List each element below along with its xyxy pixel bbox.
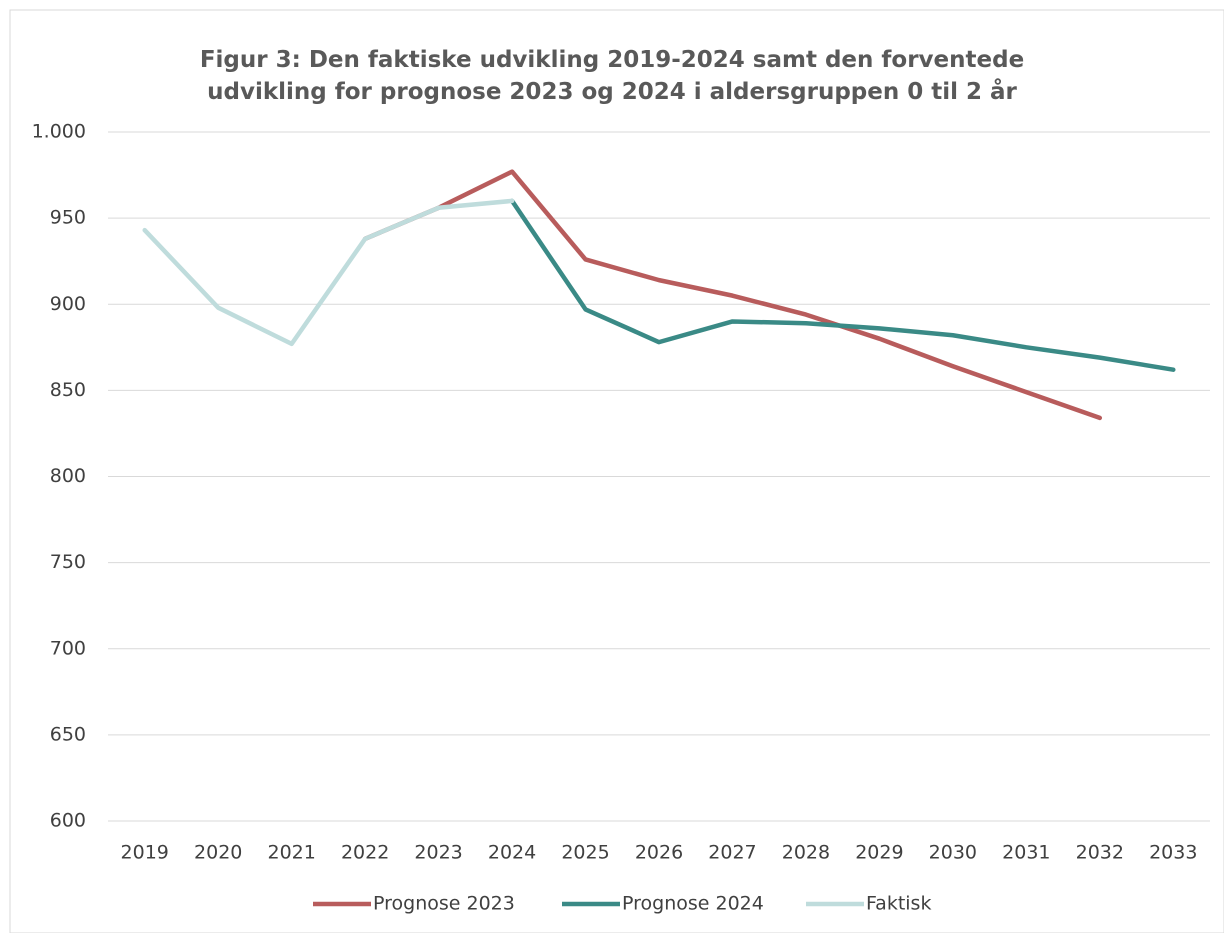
x-tick-label: 2033 <box>1149 842 1197 864</box>
legend-label: Prognose 2023 <box>373 893 515 915</box>
x-tick-label: 2025 <box>561 842 609 864</box>
x-tick-label: 2023 <box>414 842 462 864</box>
x-tick-label: 2021 <box>267 842 315 864</box>
x-tick-label: 2030 <box>929 842 977 864</box>
series-line <box>509 198 1176 372</box>
y-tick-label: 800 <box>50 465 86 487</box>
legend-label: Faktisk <box>866 893 931 915</box>
x-tick-label: 2026 <box>635 842 683 864</box>
x-tick-label: 2024 <box>488 842 536 864</box>
y-tick-label: 950 <box>50 207 86 229</box>
x-tick-label: 2027 <box>708 842 756 864</box>
y-tick-label: 650 <box>50 723 86 745</box>
x-tick-label: 2020 <box>194 842 242 864</box>
x-tick-label: 2032 <box>1076 842 1124 864</box>
x-tick-label: 2028 <box>782 842 830 864</box>
series-line <box>362 169 1103 421</box>
y-tick-label: 850 <box>50 379 86 401</box>
y-tick-label: 900 <box>50 293 86 315</box>
series-line <box>142 198 515 347</box>
x-tick-label: 2022 <box>341 842 389 864</box>
y-tick-label: 700 <box>50 637 86 659</box>
legend-label: Prognose 2024 <box>622 893 764 915</box>
title-line: udvikling for prognose 2023 og 2024 i al… <box>207 78 1017 105</box>
title-line: Figur 3: Den faktiske udvikling 2019-202… <box>200 47 1024 73</box>
y-tick-label: 600 <box>50 810 86 832</box>
y-tick-label: 1.000 <box>32 121 86 143</box>
chart-frame <box>9 9 1224 933</box>
chart-title: Figur 3: Den faktiske udvikling 2019-202… <box>200 47 1024 105</box>
x-tick-label: 2031 <box>1002 842 1050 864</box>
x-tick-label: 2019 <box>121 842 169 864</box>
y-tick-label: 750 <box>50 551 86 573</box>
x-tick-label: 2029 <box>855 842 903 864</box>
